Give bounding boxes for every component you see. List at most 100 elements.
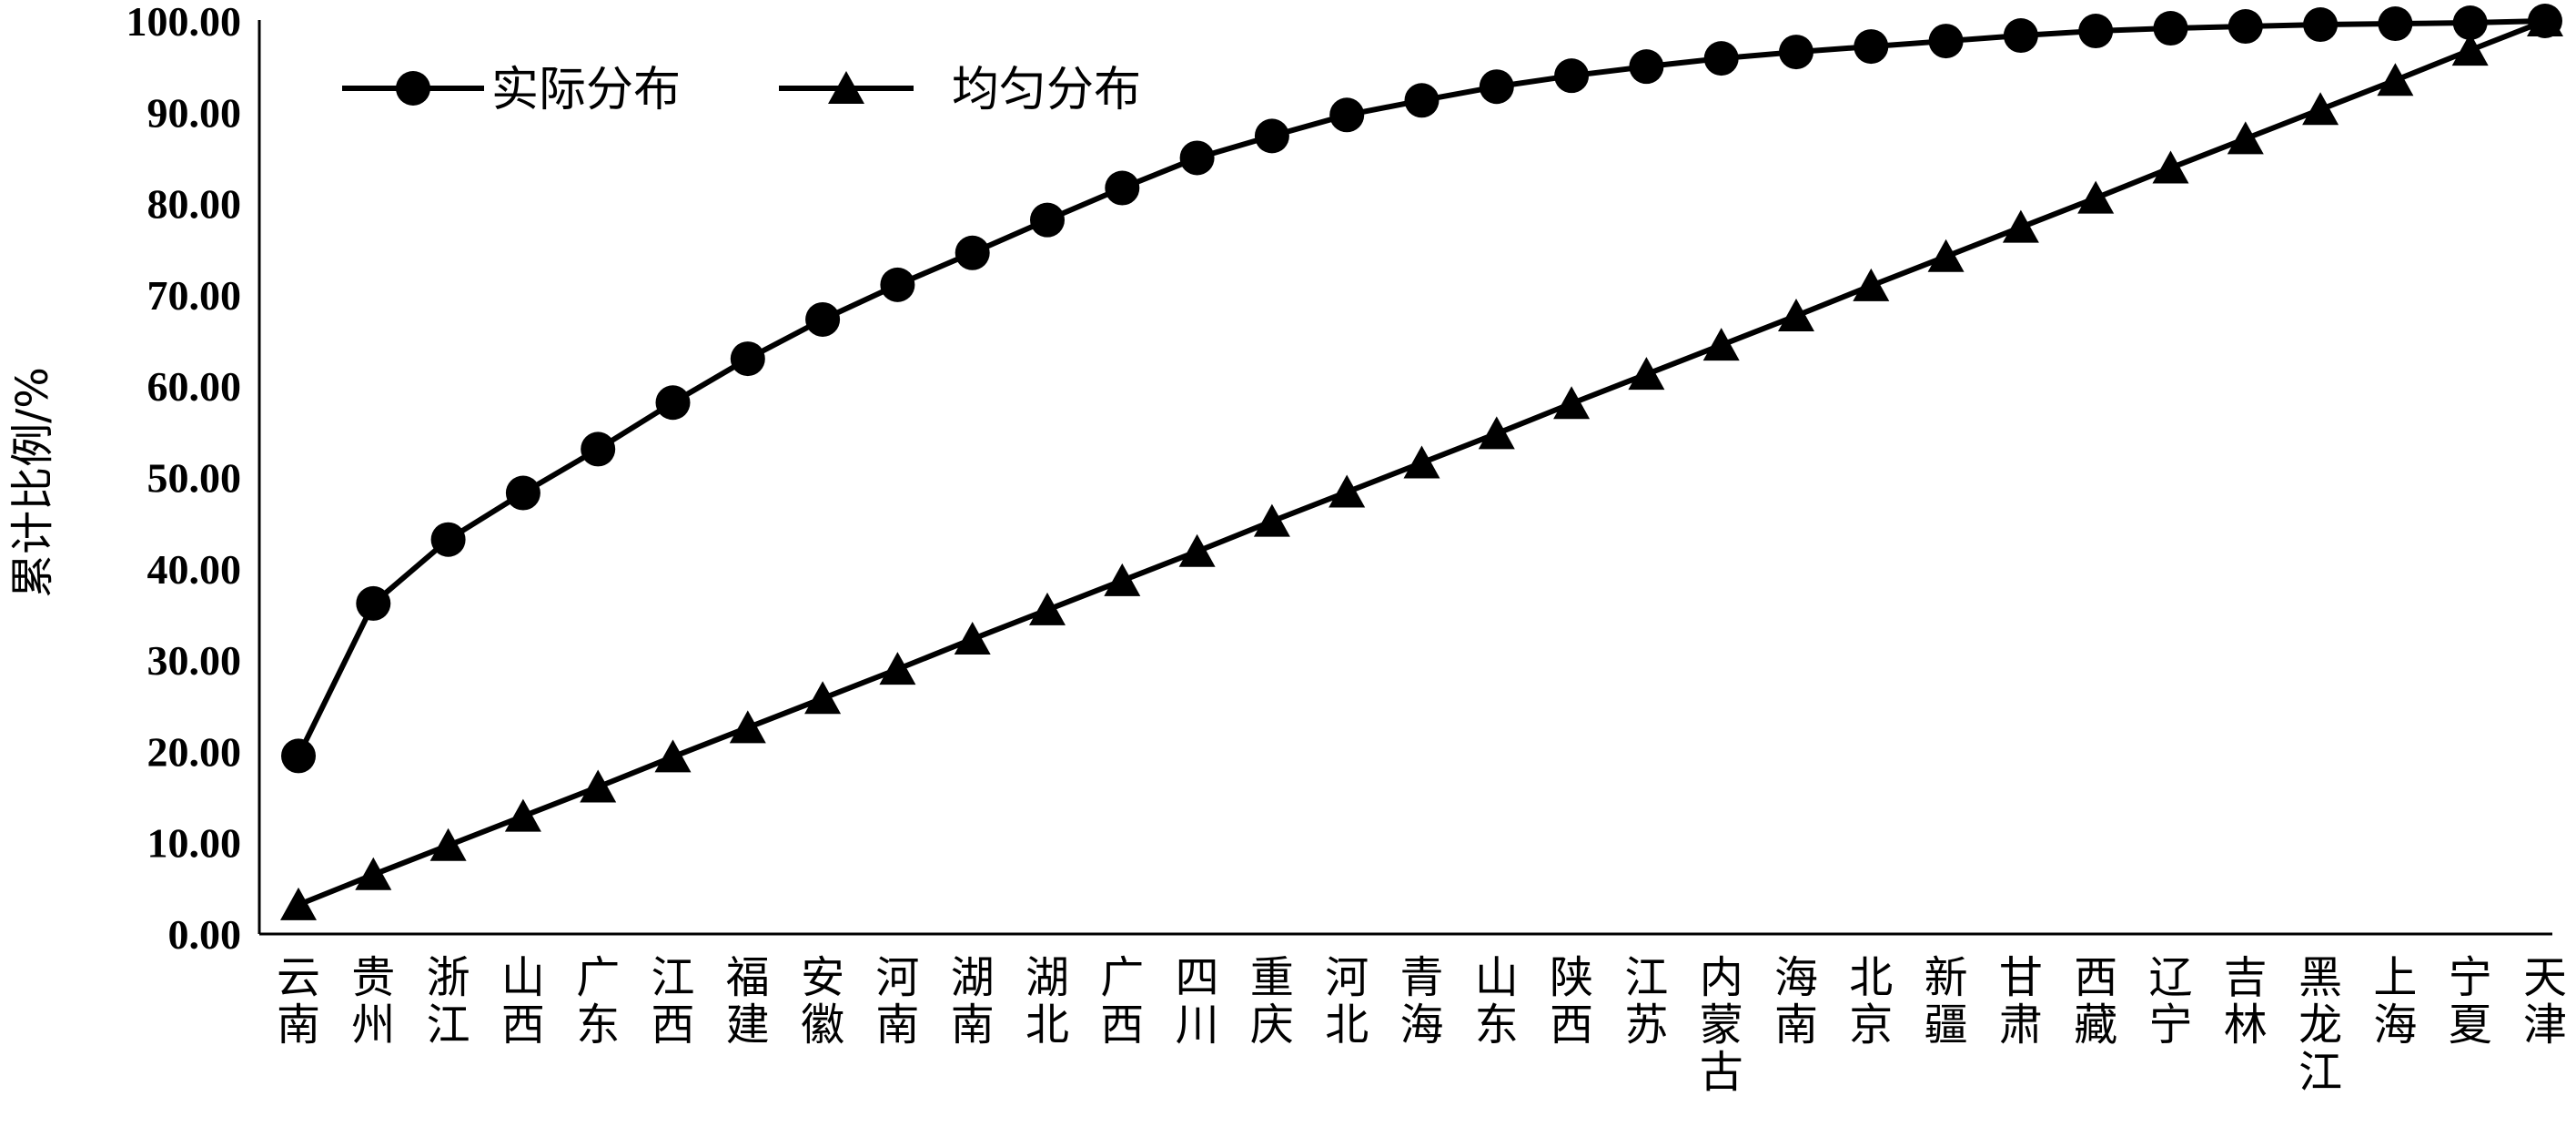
y-tick-label: 30.00 (147, 637, 242, 684)
x-tick-label: 黑龙江 (2298, 952, 2342, 1098)
x-tick-label: 陕西 (1550, 952, 1593, 1051)
data-point-circle (1404, 83, 1440, 118)
data-point-triangle (1403, 445, 1440, 479)
x-tick-label: 海南 (1774, 952, 1818, 1051)
legend-label-actual: 实际分布 (491, 63, 681, 117)
x-tick-label: 山东 (1475, 952, 1519, 1051)
data-point-triangle (1553, 386, 1591, 420)
data-point-triangle (1478, 416, 1515, 450)
x-tick-label: 宁夏 (2449, 952, 2492, 1051)
x-tick-label: 湖北 (1025, 952, 1069, 1051)
data-point-triangle (804, 681, 842, 715)
data-point-triangle (2302, 92, 2339, 126)
legend-marker-uniform (828, 71, 864, 104)
data-point-circle (581, 431, 616, 467)
x-tick-label: 甘肃 (1999, 952, 2043, 1051)
data-point-triangle (1178, 533, 1216, 567)
data-point-circle (2303, 7, 2339, 43)
x-tick-label: 上海 (2373, 952, 2417, 1051)
y-tick-label: 90.00 (147, 89, 242, 136)
data-point-triangle (2077, 180, 2115, 214)
x-tick-label: 江西 (651, 952, 694, 1051)
data-point-triangle (1104, 563, 1141, 596)
data-point-circle (1105, 170, 1140, 206)
x-axis-tick-labels: 云南贵州浙江山西广东江西福建安徽河南湖南湖北广西四川重庆河北青海山东陕西江苏内蒙… (277, 952, 2567, 1098)
y-tick-label: 0.00 (168, 911, 242, 958)
data-point-circle (1254, 118, 1289, 154)
data-point-circle (1779, 35, 1813, 70)
data-point-triangle (954, 622, 991, 655)
data-point-triangle (2152, 150, 2189, 184)
data-point-circle (730, 341, 765, 377)
data-point-circle (1854, 29, 1889, 65)
x-tick-label: 重庆 (1250, 952, 1294, 1051)
y-tick-label: 40.00 (147, 546, 242, 593)
data-point-circle (2227, 9, 2263, 45)
data-point-circle (1329, 97, 1365, 133)
data-point-circle (2078, 14, 2114, 49)
data-point-circle (430, 522, 466, 557)
data-point-circle (2452, 5, 2488, 41)
data-point-circle (1479, 69, 1514, 105)
data-point-triangle (2451, 33, 2489, 66)
series-layer (280, 4, 2563, 920)
data-point-triangle (1853, 268, 1890, 301)
data-point-triangle (2227, 121, 2264, 155)
data-point-triangle (2002, 209, 2039, 243)
data-point-triangle (1778, 298, 1814, 331)
x-tick-label: 广东 (576, 952, 620, 1051)
data-point-triangle (879, 652, 916, 685)
data-point-circle (655, 385, 691, 421)
y-tick-label: 20.00 (147, 728, 242, 775)
data-point-circle (281, 738, 316, 774)
data-point-circle (1030, 202, 1065, 238)
legend-marker-actual (396, 71, 430, 106)
data-point-triangle (1702, 328, 1740, 361)
data-point-triangle (504, 798, 541, 832)
data-point-triangle (1029, 592, 1066, 625)
data-point-triangle (355, 857, 392, 890)
x-tick-label: 云南 (277, 952, 320, 1051)
data-point-circle (505, 475, 540, 511)
x-tick-label: 贵州 (351, 952, 395, 1051)
x-tick-label: 西藏 (2074, 952, 2117, 1051)
x-tick-label: 江苏 (1624, 952, 1668, 1051)
x-tick-label: 河南 (875, 952, 919, 1051)
data-point-triangle (1927, 239, 1965, 272)
x-tick-label: 河北 (1325, 952, 1369, 1051)
data-point-circle (356, 585, 391, 621)
y-tick-label: 100.00 (126, 0, 242, 45)
y-axis-title: 累计比例/% (7, 367, 58, 598)
x-tick-label: 辽宁 (2148, 952, 2192, 1051)
x-tick-label: 四川 (1176, 952, 1219, 1051)
data-point-circle (2003, 18, 2038, 54)
legend: 实际分布 均匀分布 (342, 63, 1141, 117)
x-tick-label: 吉林 (2224, 952, 2268, 1051)
data-point-circle (880, 267, 915, 302)
data-point-triangle (580, 769, 617, 803)
y-tick-label: 80.00 (147, 181, 242, 228)
data-point-circle (1703, 41, 1739, 76)
data-point-circle (1629, 49, 1664, 85)
data-point-circle (2153, 11, 2188, 46)
series-line-0 (296, 18, 2546, 757)
data-point-circle (805, 301, 841, 337)
data-point-triangle (729, 710, 766, 744)
data-point-circle (1554, 58, 1590, 94)
data-point-circle (2378, 6, 2413, 42)
x-tick-label: 浙江 (427, 952, 470, 1051)
data-point-circle (1179, 140, 1215, 176)
x-tick-label: 天津 (2523, 952, 2567, 1051)
y-tick-label: 10.00 (147, 820, 242, 867)
data-point-triangle (1253, 503, 1290, 537)
data-point-circle (955, 235, 990, 270)
x-tick-label: 内蒙古 (1700, 952, 1743, 1098)
x-tick-label: 安徽 (801, 952, 844, 1051)
x-tick-label: 北京 (1849, 952, 1893, 1051)
y-tick-label: 50.00 (147, 455, 242, 502)
legend-label-uniform: 均匀分布 (952, 63, 1141, 117)
y-tick-label: 70.00 (147, 272, 242, 319)
data-point-triangle (429, 827, 467, 861)
data-point-circle (1928, 24, 1964, 59)
